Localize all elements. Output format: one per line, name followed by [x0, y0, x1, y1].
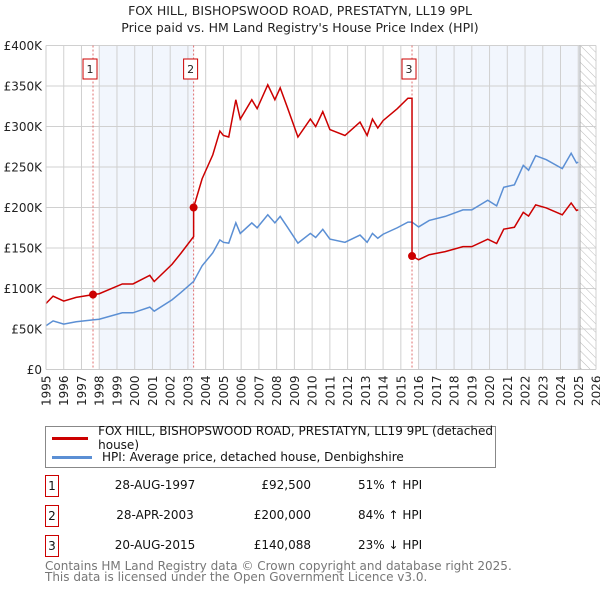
x-tick-label: 2009 — [288, 376, 302, 407]
x-tick-label: 2014 — [377, 376, 391, 407]
x-tick-label: 1999 — [110, 376, 124, 407]
sale-label-box — [401, 58, 417, 80]
legend-item-hpi: HPI: Average price, detached house, Denb… — [52, 448, 404, 466]
footer-licence: This data is licensed under the Open Gov… — [45, 570, 428, 584]
property-series-line — [45, 83, 579, 305]
y-tick-label: £0 — [27, 363, 42, 377]
x-tick-label: 2003 — [181, 376, 195, 407]
legend-label: HPI: Average price, detached house, Denb… — [102, 450, 404, 464]
x-tick-label: 1997 — [75, 376, 89, 407]
x-tick-label: 1995 — [40, 376, 54, 407]
transaction-number: 3 — [45, 535, 59, 557]
hpi-series-line — [45, 151, 579, 327]
x-tick-label: 2022 — [519, 376, 533, 407]
x-tick-label: 1998 — [93, 376, 107, 407]
transaction-number: 1 — [45, 475, 59, 497]
x-tick-label: 2021 — [501, 376, 515, 407]
sale-label-number: 3 — [406, 63, 413, 76]
y-tick-label: £150K — [4, 242, 44, 256]
y-tick-label: £300K — [4, 120, 44, 134]
transaction-hpi: 51% ↑ HPI — [358, 478, 423, 492]
legend: FOX HILL, BISHOPSWOOD ROAD, PRESTATYN, L… — [45, 424, 496, 468]
sale-label-number: 1 — [87, 63, 94, 76]
x-tick-label: 2025 — [572, 376, 586, 407]
x-tick-label: 2023 — [536, 376, 550, 407]
chart-title: FOX HILL, BISHOPSWOOD ROAD, PRESTATYN, L… — [128, 3, 472, 18]
sale-point — [89, 290, 98, 299]
price-chart: FOX HILL, BISHOPSWOOD ROAD, PRESTATYN, L… — [4, 3, 600, 407]
x-tick-label: 2012 — [341, 376, 355, 407]
x-tick-label: 2010 — [306, 376, 320, 407]
x-tick-label: 2026 — [590, 376, 600, 407]
transaction-hpi: 23% ↓ HPI — [358, 538, 423, 552]
sale-label-number: 2 — [187, 63, 194, 76]
sale-label-box — [183, 58, 199, 80]
x-tick-label: 2020 — [483, 376, 497, 407]
y-tick-label: £50K — [11, 323, 43, 337]
transaction-price: £92,500 — [261, 478, 311, 492]
sale-point — [408, 252, 417, 261]
x-tick-label: 2006 — [235, 376, 249, 407]
sale-point — [189, 203, 198, 212]
transaction-number: 2 — [45, 505, 59, 527]
transaction-price: £140,088 — [253, 538, 311, 552]
transaction-hpi: 84% ↑ HPI — [358, 508, 423, 522]
footer-copyright: Contains HM Land Registry data © Crown c… — [45, 559, 512, 573]
chart-subtitle: Price paid vs. HM Land Registry's House … — [121, 20, 478, 35]
x-tick-label: 2008 — [270, 376, 284, 407]
y-tick-label: £200K — [4, 201, 44, 215]
x-tick-label: 2015 — [394, 376, 408, 407]
y-tick-label: £100K — [4, 282, 44, 296]
transaction-price: £200,000 — [253, 508, 311, 522]
transaction-date: 28-AUG-1997 — [114, 478, 196, 492]
legend-label: FOX HILL, BISHOPSWOOD ROAD, PRESTATYN, L… — [98, 424, 493, 452]
x-tick-label: 2018 — [448, 376, 462, 407]
legend-swatch-blue — [52, 455, 92, 459]
y-tick-label: £250K — [4, 161, 44, 175]
x-tick-label: 2004 — [199, 376, 213, 407]
y-tick-label: £400K — [4, 39, 44, 53]
x-tick-label: 2016 — [412, 376, 426, 407]
y-tick-label: £350K — [4, 80, 44, 94]
sale-label-box — [82, 58, 98, 80]
x-tick-label: 2017 — [430, 376, 444, 407]
legend-swatch-red — [52, 436, 89, 440]
x-tick-label: 2005 — [217, 376, 231, 407]
x-tick-label: 1996 — [57, 376, 71, 407]
x-tick-label: 2007 — [252, 376, 266, 407]
x-tick-label: 2002 — [164, 376, 178, 407]
x-tick-label: 2000 — [128, 376, 142, 407]
x-tick-label: 2024 — [554, 376, 568, 407]
x-tick-label: 2011 — [323, 376, 337, 407]
x-tick-label: 2013 — [359, 376, 373, 407]
transaction-date: 28-APR-2003 — [116, 508, 194, 522]
x-tick-label: 2001 — [146, 376, 160, 407]
transaction-date: 20-AUG-2015 — [114, 538, 196, 552]
legend-item-property: FOX HILL, BISHOPSWOOD ROAD, PRESTATYN, L… — [52, 424, 495, 452]
x-tick-label: 2019 — [465, 376, 479, 407]
